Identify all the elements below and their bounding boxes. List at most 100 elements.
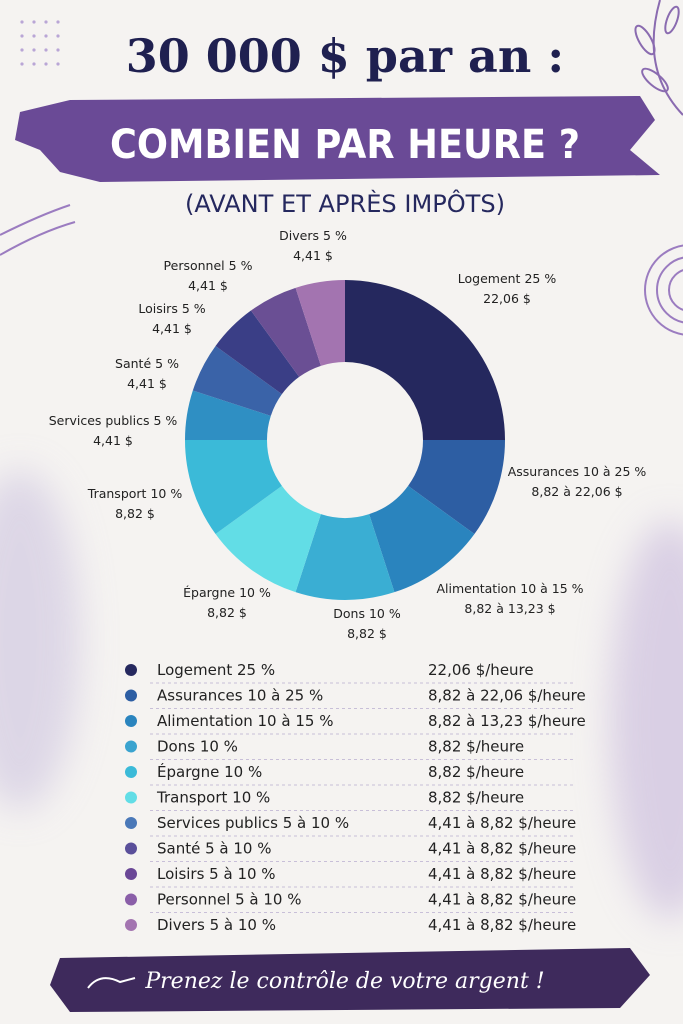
donut-slice	[192, 345, 282, 416]
legend-rate: 4,41 à 8,82 $/heure	[428, 916, 576, 934]
legend-dot	[125, 893, 137, 906]
legend-label: Assurances 10 à 25 %	[157, 687, 323, 705]
legend-label: Loisirs 5 à 10 %	[157, 865, 276, 883]
donut-chart: Logement 25 % 22,06 $ Assurances 10 à 25 % 8,…	[49, 228, 647, 641]
legend-rate: 4,41 à 8,82 $/heure	[428, 814, 576, 832]
legend-dot	[125, 740, 137, 753]
donut-slice	[295, 514, 395, 601]
slice-label: Personnel 5 %	[164, 258, 253, 273]
title: 30 000 $ par an :	[126, 29, 565, 83]
legend: Logement 25 % 22,06 $/heure Assurances 10 …	[125, 661, 586, 934]
slice-percent: 10 à 25 %	[583, 464, 646, 479]
donut-slice	[215, 310, 300, 395]
slice-amount: 4,41 $	[293, 248, 333, 263]
legend-rate: 8,82 $/heure	[428, 763, 524, 781]
legend-dot	[125, 868, 137, 880]
donut-slice	[185, 440, 282, 535]
slice-amount: 8,82 $	[115, 506, 155, 521]
slice-category: Transport	[87, 486, 147, 501]
slice-amount: 8,82 à 13,23 $	[464, 601, 555, 616]
slice-percent: 25 %	[524, 271, 556, 286]
legend-rate: 8,82 $/heure	[428, 789, 524, 807]
slice-label: Santé 5 %	[115, 356, 179, 371]
donut-slice	[345, 280, 505, 440]
legend-dot	[125, 664, 137, 676]
legend-label: Épargne 10 %	[157, 762, 262, 781]
slice-amount: 8,82 à 22,06 $	[531, 484, 622, 499]
footer-band	[50, 948, 650, 1012]
arrow-deco	[87, 977, 136, 989]
slice-label: Divers 5 %	[279, 228, 347, 243]
footer: Prenez le contrôle de votre argent !	[144, 969, 544, 994]
slice-percent: 10 %	[369, 606, 401, 621]
slice-percent: 5 %	[182, 301, 206, 316]
slice-label: Logement 25 %	[458, 271, 557, 286]
legend-rate: 4,41 à 8,82 $/heure	[428, 891, 576, 909]
legend-rate: 8,82 à 13,23 $/heure	[428, 712, 586, 730]
legend-label: Alimentation 10 à 15 %	[157, 712, 333, 730]
slice-label: Épargne 10 %	[183, 585, 271, 600]
donut-slice	[215, 485, 321, 593]
slice-label: Services publics 5 %	[49, 413, 178, 428]
slice-category: Assurances	[508, 464, 579, 479]
legend-label: Divers 5 à 10 %	[157, 916, 276, 934]
slice-amount: 4,41 $	[188, 278, 228, 293]
slice-category: Santé	[115, 356, 151, 371]
legend-rate: 4,41 à 8,82 $/heure	[428, 840, 576, 858]
circles-deco	[0, 204, 683, 336]
slice-amount: 8,82 $	[347, 626, 387, 641]
slice-percent: 10 à 15 %	[520, 581, 583, 596]
slice-percent: 5 %	[155, 356, 179, 371]
leaf-deco	[634, 0, 683, 116]
slice-amount: 22,06 $	[483, 291, 531, 306]
subtitle: (AVANT ET APRÈS IMPÔTS)	[185, 188, 505, 218]
slice-amount: 4,41 $	[152, 321, 192, 336]
legend-rate: 4,41 à 8,82 $/heure	[428, 865, 576, 883]
donut-slice	[185, 390, 271, 440]
slice-label: Dons 10 %	[333, 606, 401, 621]
legend-label: Santé 5 à 10 %	[157, 840, 271, 858]
legend-dot	[125, 919, 137, 931]
slice-percent: 10 %	[150, 486, 182, 501]
slice-label: Loisirs 5 %	[138, 301, 205, 316]
slice-category: Épargne	[183, 585, 235, 600]
legend-label: Services publics 5 à 10 %	[157, 814, 349, 832]
slice-label: Transport 10 %	[87, 486, 183, 501]
slice-category: Logement	[458, 271, 521, 286]
slice-amount: 8,82 $	[207, 605, 247, 620]
watercolor	[0, 470, 80, 810]
legend-rate: 8,82 à 22,06 $/heure	[428, 687, 586, 705]
slice-category: Divers	[279, 228, 319, 243]
legend-dot	[125, 689, 137, 702]
slice-category: Services publics	[49, 413, 150, 428]
slice-category: Alimentation	[436, 581, 516, 596]
legend-label: Personnel 5 à 10 %	[157, 891, 301, 909]
slice-label: Alimentation 10 à 15 %	[436, 581, 583, 596]
legend-dot	[125, 715, 137, 727]
slice-amount: 4,41 $	[127, 376, 167, 391]
legend-dot	[125, 791, 137, 804]
donut-slice	[408, 440, 505, 535]
slice-label: Assurances 10 à 25 %	[508, 464, 647, 479]
legend-dot	[125, 842, 137, 855]
slice-percent: 10 %	[239, 585, 271, 600]
donut-slice	[295, 280, 345, 366]
slice-percent: 5 %	[229, 258, 253, 273]
slice-category: Loisirs	[138, 301, 178, 316]
headline: COMBIEN PAR HEURE ?	[110, 122, 580, 168]
slice-percent: 5 %	[323, 228, 347, 243]
legend-label: Logement 25 %	[157, 661, 275, 679]
slice-amount: 4,41 $	[93, 433, 133, 448]
legend-dot	[125, 817, 137, 829]
donut-slice	[250, 287, 321, 377]
slice-category: Personnel	[164, 258, 225, 273]
headline-band	[15, 96, 660, 182]
watercolor	[610, 520, 683, 920]
legend-dot	[125, 766, 137, 778]
donut-slice	[369, 485, 475, 593]
legend-label: Transport 10 %	[156, 789, 270, 807]
legend-label: Dons 10 %	[157, 738, 238, 756]
dots	[20, 20, 60, 66]
slice-category: Dons	[333, 606, 365, 621]
